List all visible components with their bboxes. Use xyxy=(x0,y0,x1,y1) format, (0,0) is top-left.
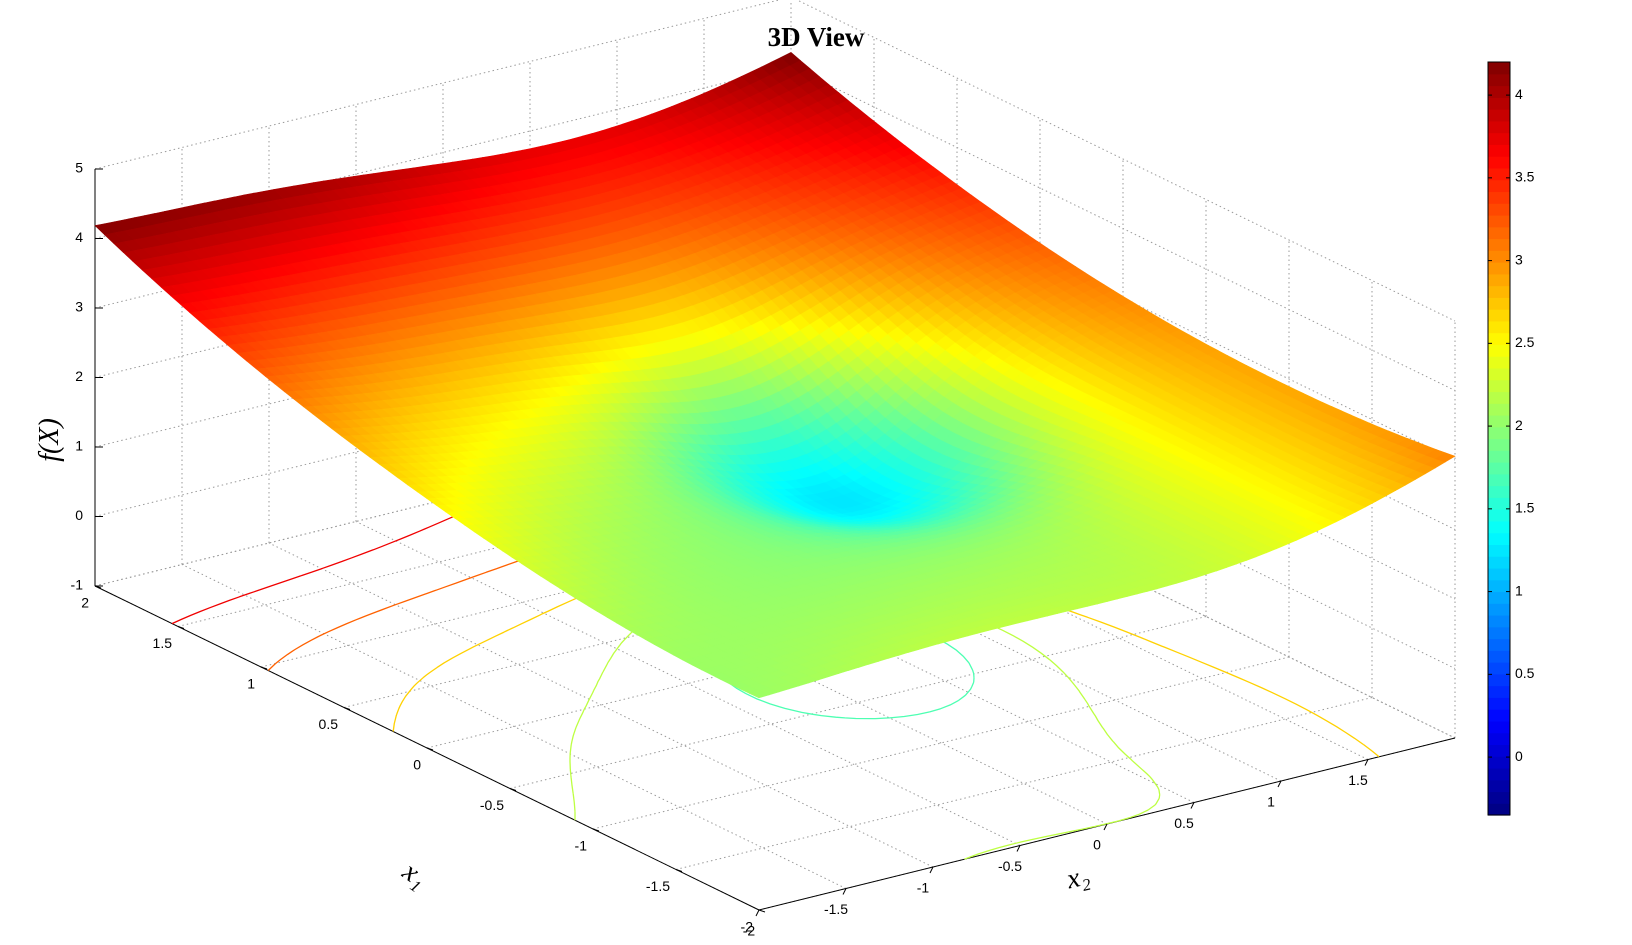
x1-tick-label: -0.5 xyxy=(480,797,504,813)
x2-tick-label: 1.5 xyxy=(1348,772,1368,788)
z-tick-label: -1 xyxy=(71,577,84,593)
x1-tick-label: -2 xyxy=(741,919,754,935)
colorbar-tick-label: 2.5 xyxy=(1515,334,1535,350)
x1-tick-label: -1 xyxy=(575,838,588,854)
x2-tick-label: 1 xyxy=(1267,794,1275,810)
x2-axis-label: x₂ xyxy=(1063,860,1093,895)
x2-tick-label: -1 xyxy=(917,880,930,896)
x2-tick-label: 0.5 xyxy=(1174,815,1194,831)
x2-tick-label: -2 xyxy=(743,923,756,939)
x1-tick-label: 2 xyxy=(81,595,89,611)
z-tick-label: 5 xyxy=(75,160,83,176)
x1-axis-label: x₁ xyxy=(396,855,433,894)
colorbar-tick-label: 3 xyxy=(1515,251,1523,267)
x1-tick-label: 0.5 xyxy=(319,716,339,732)
x1-tick-label: 0 xyxy=(413,757,421,773)
colorbar-tick-label: 2 xyxy=(1515,417,1523,433)
x2-tick-label: -1.5 xyxy=(824,901,848,917)
z-tick-label: 0 xyxy=(75,507,83,523)
colorbar-tick-label: 0 xyxy=(1515,748,1523,764)
z-tick-label: 1 xyxy=(75,438,83,454)
z-axis-label: f(X) xyxy=(34,418,65,462)
axis-ticks: -1 0 1 2 3 4 5 -2 -1.5 -1 -0.5 0 0.5 1 1.5 2 -2 -1.5 -1 -0.… xyxy=(71,160,1369,939)
colorbar-tick-label: 1.5 xyxy=(1515,500,1535,516)
x2-tick-label: 0 xyxy=(1093,837,1101,853)
z-tick-label: 4 xyxy=(75,229,83,245)
x1-tick-label: 1.5 xyxy=(153,635,173,651)
x2-tick-label: -0.5 xyxy=(998,858,1022,874)
colorbar-tick-label: 1 xyxy=(1515,582,1523,598)
z-tick-label: 2 xyxy=(75,368,83,384)
colorbar-tick-label: 3.5 xyxy=(1515,169,1535,185)
surface-plot xyxy=(94,52,1456,699)
chart-title: 3D View xyxy=(768,22,865,52)
x1-tick-label: 1 xyxy=(247,676,255,692)
colorbar-tick-label: 4 xyxy=(1515,86,1523,102)
colorbar: 0 0.5 1 1.5 2 2.5 3 3.5 4 xyxy=(1487,61,1535,816)
z-tick-label: 3 xyxy=(75,299,83,315)
x1-tick-label: -1.5 xyxy=(646,878,670,894)
colorbar-tick-label: 0.5 xyxy=(1515,665,1535,681)
